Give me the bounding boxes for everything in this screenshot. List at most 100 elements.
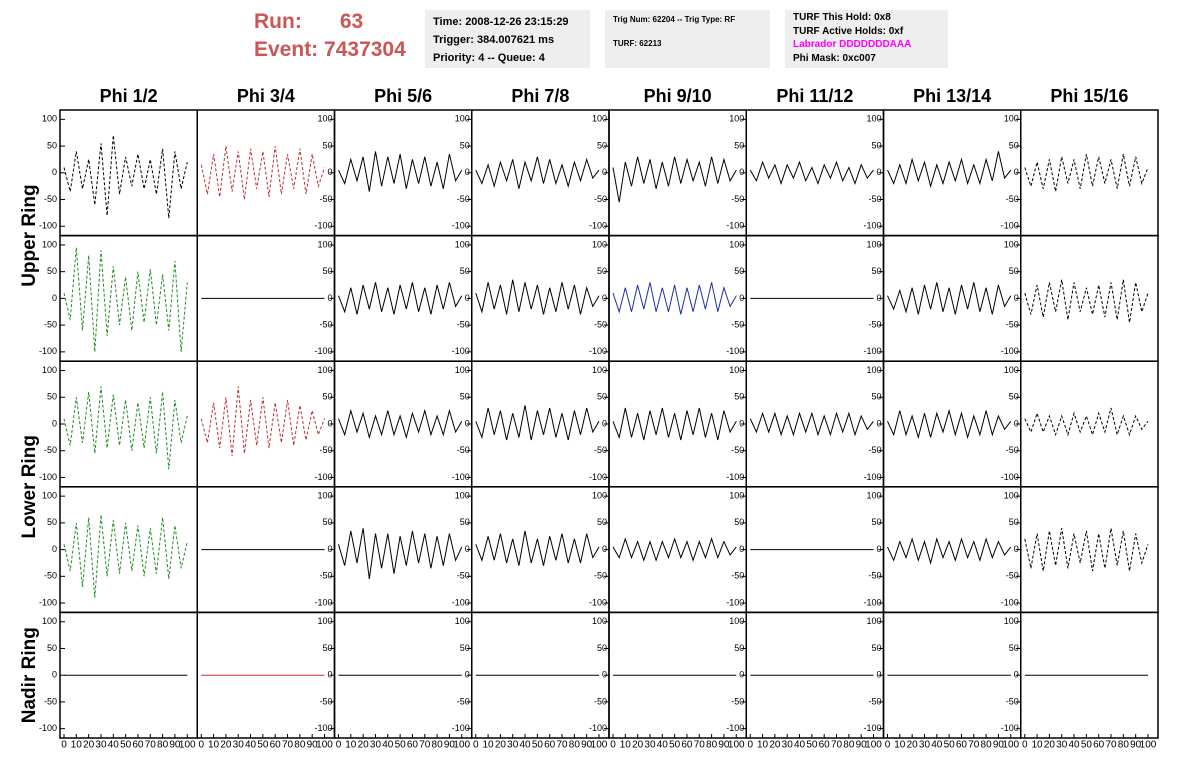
y-tick-label: -100 [863, 472, 881, 482]
run-event: Run: 63 Event: 7437304 [254, 8, 406, 64]
row-label: Lower Ring [19, 435, 40, 538]
x-tick-label: 90 [581, 740, 593, 751]
y-tick-label: 100 [729, 239, 744, 249]
y-tick-label: 100 [455, 365, 470, 375]
info-line: TURF: 62213 [613, 39, 662, 48]
y-tick-label: 50 [1009, 643, 1019, 653]
info-line: Priority: 4 -- Queue: 4 [433, 52, 545, 64]
y-tick-label: 50 [597, 392, 607, 402]
y-tick-label: -100 [589, 723, 607, 733]
x-tick-label: 100 [591, 740, 608, 751]
event-number: 7437304 [324, 38, 406, 61]
y-tick-label: 50 [597, 140, 607, 150]
x-tick-label: 20 [495, 740, 507, 751]
y-tick-label: 50 [1009, 517, 1019, 527]
y-tick-label: -100 [726, 346, 744, 356]
x-tick-label: 100 [316, 740, 333, 751]
info-line: Phi Mask: 0xc007 [793, 52, 876, 64]
x-tick-label: 40 [794, 740, 806, 751]
y-tick-label: -100 [39, 472, 57, 482]
y-tick-label: 50 [460, 643, 470, 653]
y-tick-label: 100 [317, 491, 332, 501]
y-tick-label: 100 [42, 491, 57, 501]
trig-box: Trig Num: 62204 -- Trig Type: RF TURF: 6… [605, 10, 770, 68]
turf-box: TURF This Hold: 0x8 TURF Active Holds: 0… [785, 10, 948, 68]
y-tick-label: 50 [47, 517, 57, 527]
x-tick-label: 40 [382, 740, 394, 751]
x-tick-label: 20 [220, 740, 232, 751]
x-tick-label: 40 [108, 740, 120, 751]
x-tick-label: 20 [1044, 740, 1056, 751]
x-tick-label: 70 [145, 740, 157, 751]
x-tick-label: 80 [432, 740, 444, 751]
y-tick-label: -50 [1006, 571, 1019, 581]
row-label: Nadir Ring [19, 627, 40, 723]
x-tick-label: 20 [83, 740, 95, 751]
y-tick-label: 100 [729, 114, 744, 124]
waveform [1024, 154, 1149, 192]
y-tick-label: 50 [597, 266, 607, 276]
x-tick-label: 10 [483, 740, 495, 751]
y-tick-label: 100 [1004, 491, 1019, 501]
y-tick-label: -50 [1006, 194, 1019, 204]
x-tick-label: 70 [419, 740, 431, 751]
x-tick-label: 30 [233, 740, 245, 751]
x-tick-label: 10 [757, 740, 769, 751]
x-tick-label: 50 [257, 740, 269, 751]
x-tick-label: 40 [245, 740, 257, 751]
y-tick-label: -50 [44, 571, 57, 581]
y-tick-label: -50 [731, 320, 744, 330]
y-tick-label: 100 [42, 616, 57, 626]
x-tick-label: 60 [407, 740, 419, 751]
waveform [749, 411, 874, 437]
y-tick-label: -100 [1001, 221, 1019, 231]
y-tick-label: -100 [39, 597, 57, 607]
y-tick-label: 100 [592, 239, 607, 249]
y-tick-label: 50 [734, 140, 744, 150]
x-tick-label: 90 [444, 740, 456, 751]
y-tick-label: 0 [52, 670, 57, 680]
y-tick-label: 50 [597, 517, 607, 527]
y-tick-label: 0 [876, 293, 881, 303]
y-tick-label: -100 [726, 472, 744, 482]
y-tick-label: -50 [44, 320, 57, 330]
x-tick-label: 30 [95, 740, 107, 751]
x-tick-label: 100 [728, 740, 745, 751]
column-header: Phi 7/8 [511, 86, 569, 106]
column-header: Phi 13/14 [913, 86, 991, 106]
x-tick-label: 80 [1118, 740, 1130, 751]
event-label: Event: [254, 38, 319, 61]
y-tick-label: -100 [1001, 346, 1019, 356]
y-tick-label: 0 [602, 293, 607, 303]
column-header: Phi 5/6 [374, 86, 432, 106]
x-tick-label: 30 [644, 740, 656, 751]
y-tick-label: -100 [314, 472, 332, 482]
x-tick-label: 80 [294, 740, 306, 751]
y-tick-label: -100 [39, 346, 57, 356]
waveform [63, 386, 188, 470]
y-tick-label: -100 [314, 221, 332, 231]
y-tick-label: -50 [731, 194, 744, 204]
y-tick-label: -100 [589, 346, 607, 356]
y-tick-label: 0 [739, 544, 744, 554]
y-tick-label: -50 [868, 696, 881, 706]
y-tick-label: 100 [317, 114, 332, 124]
y-tick-label: 50 [322, 517, 332, 527]
y-tick-label: -50 [731, 696, 744, 706]
y-tick-label: -50 [319, 320, 332, 330]
y-tick-label: -100 [589, 221, 607, 231]
y-tick-label: 0 [1014, 544, 1019, 554]
y-tick-label: -50 [1006, 696, 1019, 706]
x-tick-label: 70 [282, 740, 294, 751]
y-tick-label: 100 [317, 239, 332, 249]
info-line: Labrador DDDDDDDAAA [793, 39, 912, 50]
x-tick-label: 40 [931, 740, 943, 751]
info-line: TURF This Hold: 0x8 [793, 12, 891, 23]
y-tick-label: 50 [1009, 140, 1019, 150]
y-tick-label: 50 [322, 643, 332, 653]
waveform [887, 537, 1012, 565]
x-tick-label: 70 [831, 740, 843, 751]
y-tick-label: 0 [876, 670, 881, 680]
y-tick-label: 50 [734, 643, 744, 653]
x-tick-label: 90 [307, 740, 319, 751]
